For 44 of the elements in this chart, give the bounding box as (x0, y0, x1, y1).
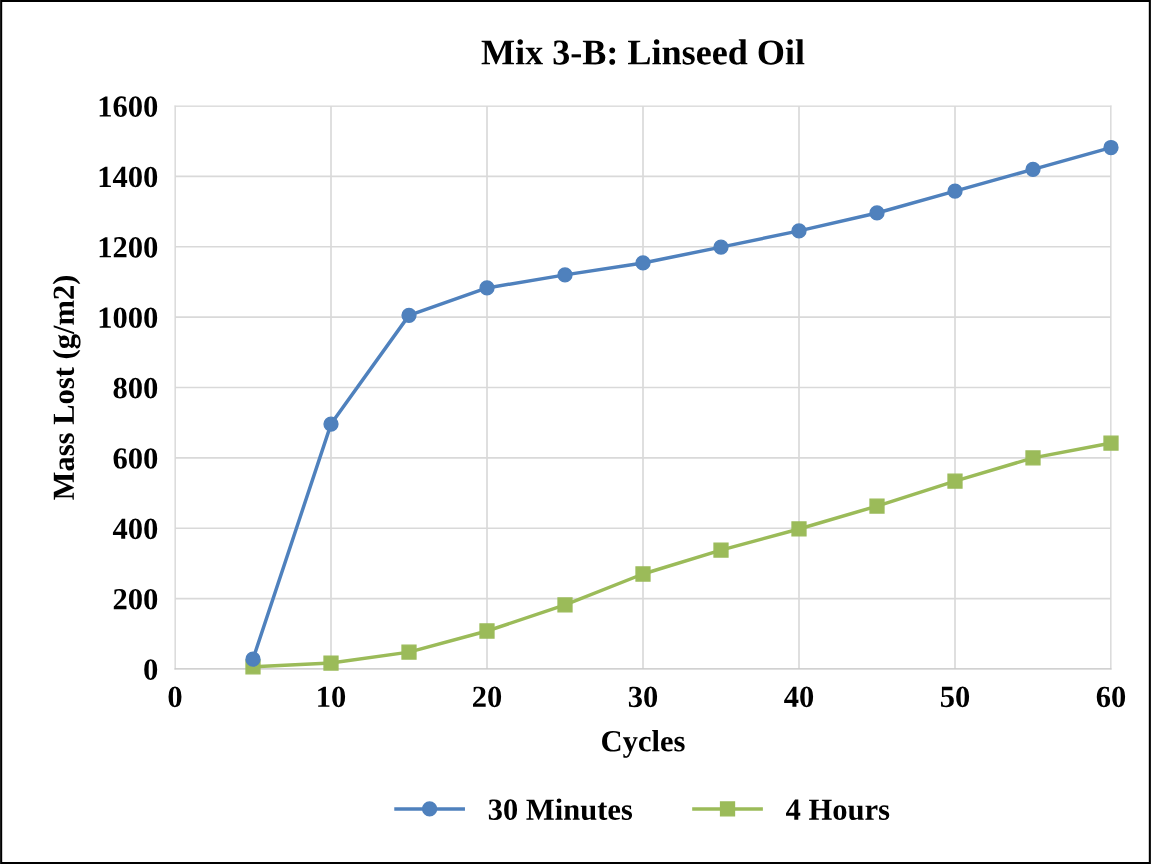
y-tick-label: 0 (144, 659, 158, 680)
point (1103, 139, 1119, 156)
point (479, 280, 495, 296)
legend-label: 30 Minutes (488, 798, 633, 821)
point (1025, 161, 1041, 177)
x-tick-label: 60 (1096, 686, 1126, 708)
point (1103, 435, 1119, 451)
y-tick-label: 1400 (99, 166, 158, 188)
point (791, 223, 807, 239)
point (1025, 450, 1041, 466)
point (479, 623, 495, 639)
x-tick-label: 10 (318, 686, 346, 708)
point (947, 183, 963, 199)
x-axis-title: Cycles (602, 730, 685, 758)
point (635, 566, 651, 582)
point (245, 651, 261, 667)
point (323, 416, 339, 432)
y-axis-title: Mass Lost (g/m2) (52, 275, 81, 500)
x-tick-label: 30 (628, 686, 658, 708)
x-tick-label: 0 (168, 686, 182, 708)
point (947, 473, 963, 489)
point (791, 521, 807, 537)
y-tick-label: 600 (113, 448, 158, 469)
x-tick-label: 50 (940, 686, 970, 708)
y-tick-label: 1000 (99, 307, 158, 329)
legend-label: 4 Hours (786, 799, 890, 821)
point (635, 255, 651, 271)
point (869, 498, 885, 514)
point (323, 655, 339, 671)
y-tick-label: 1200 (99, 237, 158, 258)
x-tick-label: 20 (473, 686, 502, 708)
point (713, 239, 729, 255)
point (557, 267, 573, 283)
point (401, 644, 417, 660)
y-tick-label: 200 (113, 588, 158, 610)
x-tick-label: 40 (784, 686, 814, 708)
point (869, 205, 885, 221)
y-tick-label: 800 (113, 377, 158, 399)
y-tick-label: 1600 (99, 96, 158, 117)
point (401, 307, 417, 324)
y-tick-label: 400 (112, 518, 158, 540)
chart-title: Mix 3-B: Linseed Oil (481, 39, 805, 65)
point (557, 597, 573, 613)
point (713, 542, 729, 558)
